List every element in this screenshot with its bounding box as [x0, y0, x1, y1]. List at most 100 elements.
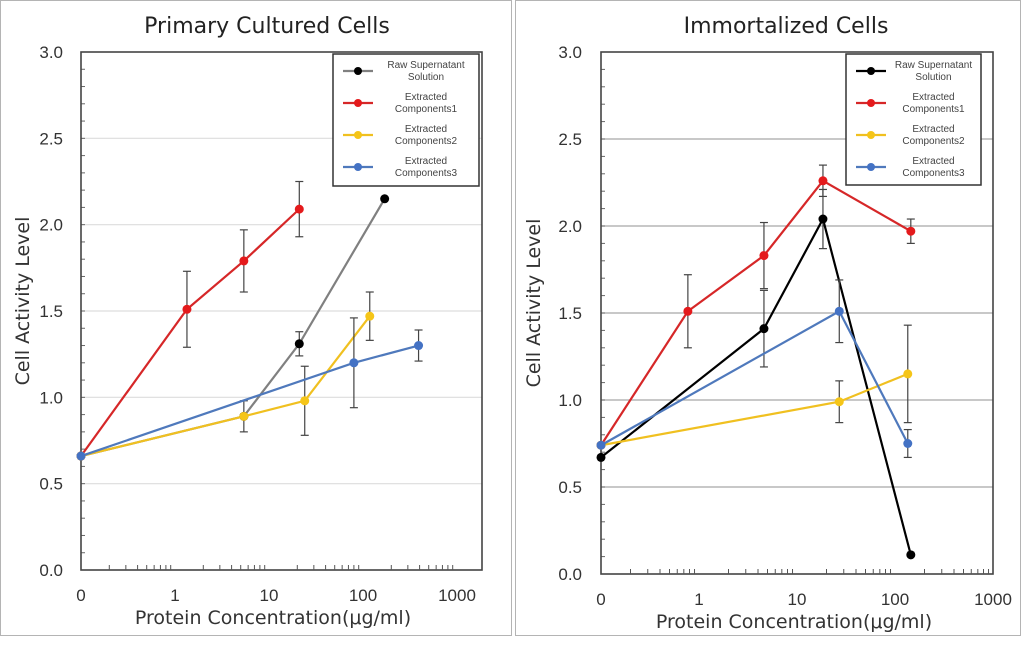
x-tick-label: 1: [694, 590, 703, 609]
legend-label: Solution: [915, 72, 951, 83]
chart-title: Primary Cultured Cells: [144, 14, 390, 39]
legend-label: Components3: [902, 168, 965, 179]
y-tick-label: 0.0: [39, 561, 63, 580]
x-tick-label: 1000: [438, 586, 476, 605]
series-line: [600, 216, 912, 556]
data-point: [76, 451, 86, 461]
legend-swatch-marker: [354, 163, 362, 171]
data-point: [759, 251, 769, 261]
legend-label: Solution: [408, 72, 444, 83]
y-tick-label: 1.5: [558, 304, 582, 323]
y-tick-label: 2.5: [558, 130, 582, 149]
data-point: [906, 550, 916, 560]
legend: Raw SupernatantSolutionExtractedComponen…: [845, 53, 982, 186]
data-point: [380, 194, 390, 204]
x-tick-label: 1000: [974, 590, 1012, 609]
series-line: [80, 315, 371, 458]
chart-title: Immortalized Cells: [684, 14, 889, 39]
legend-swatch-marker: [867, 163, 875, 171]
data-point: [365, 311, 375, 321]
series-raw-supernatant-solution: [596, 188, 916, 560]
chart-immortalized-cells: Immortalized Cells 0.0 0.5 1.0 1.5 2.0 2.5 3.0 0…: [523, 14, 1012, 633]
legend-swatch-marker: [354, 67, 362, 75]
plot-frame: [600, 51, 994, 575]
legend-label: Components3: [395, 168, 458, 179]
legend-box: [845, 53, 982, 186]
series-extracted-components3: [596, 279, 913, 459]
legend-label: Extracted: [405, 92, 447, 103]
series-raw-supernatant-solution: [76, 194, 390, 461]
x-tick-label: 100: [881, 590, 909, 609]
data-point: [300, 396, 310, 406]
y-tick-label: 2.5: [39, 129, 63, 148]
legend-label: Extracted: [912, 156, 954, 167]
series-line: [80, 208, 301, 457]
legend-label: Extracted: [405, 124, 447, 135]
data-point: [294, 204, 304, 214]
data-point: [683, 306, 693, 316]
y-axis-label: Cell Activity Level: [12, 217, 34, 386]
plot-frame: [80, 51, 483, 571]
legend-label: Components2: [902, 136, 965, 147]
y-tick-label: 0.0: [558, 565, 582, 584]
y-tick-label: 3.0: [558, 43, 582, 62]
data-point: [834, 306, 844, 316]
chart-panel-immortalized-cells: Immortalized Cells 0.0 0.5 1.0 1.5 2.0 2.5 3.0 0…: [515, 0, 1021, 636]
data-point: [834, 397, 844, 407]
legend-label: Components1: [395, 104, 458, 115]
data-point: [818, 176, 828, 186]
y-tick-label: 1.0: [558, 391, 582, 410]
chart-primary-cultured-cells: Primary Cultured Cells 0.0 0.5 1.0 1.5 2.0 2.5…: [12, 14, 483, 629]
data-point: [759, 324, 769, 334]
x-tick-label: 0: [76, 586, 85, 605]
x-axis-label: Protein Concentration(μg/ml): [656, 611, 932, 633]
legend-label: Extracted: [912, 92, 954, 103]
legend-swatch-marker: [867, 99, 875, 107]
legend-label: Raw Supernatant: [895, 60, 972, 71]
series-extracted-components1: [596, 164, 916, 450]
series-line: [600, 309, 909, 447]
chart-panel-primary-cultured-cells: Primary Cultured Cells 0.0 0.5 1.0 1.5 2.0 2.5…: [0, 0, 512, 636]
y-tick-label: 1.0: [39, 388, 63, 407]
legend: Raw SupernatantSolutionExtractedComponen…: [332, 53, 480, 187]
x-tick-label: 1: [170, 586, 179, 605]
y-tick-label: 3.0: [39, 43, 63, 62]
data-point: [596, 452, 606, 462]
legend-label: Components2: [395, 136, 458, 147]
y-tick-label: 2.0: [39, 216, 63, 235]
series-line: [80, 198, 386, 458]
legend-swatch-marker: [867, 131, 875, 139]
data-point: [182, 304, 192, 314]
legend-swatch-marker: [354, 131, 362, 139]
x-tick-label: 10: [788, 590, 807, 609]
x-tick-label: 100: [349, 586, 377, 605]
y-axis-label: Cell Activity Level: [523, 219, 545, 388]
y-tick-label: 0.5: [39, 475, 63, 494]
data-point: [239, 256, 249, 266]
legend-label: Extracted: [912, 124, 954, 135]
series-extracted-components2: [596, 324, 913, 450]
x-tick-label: 10: [260, 586, 279, 605]
series-line: [600, 372, 909, 447]
series-line: [80, 344, 419, 458]
legend-label: Extracted: [405, 156, 447, 167]
series-extracted-components2: [76, 291, 375, 461]
x-axis-label: Protein Concentration(μg/ml): [135, 607, 411, 629]
y-tick-label: 2.0: [558, 217, 582, 236]
legend-label: Raw Supernatant: [387, 60, 464, 71]
y-tick-label: 1.5: [39, 302, 63, 321]
series-extracted-components3: [76, 317, 424, 461]
data-point: [294, 339, 304, 349]
x-tick-label: 0: [596, 590, 605, 609]
data-point: [349, 358, 359, 368]
data-point: [596, 440, 606, 450]
data-point: [414, 341, 424, 351]
